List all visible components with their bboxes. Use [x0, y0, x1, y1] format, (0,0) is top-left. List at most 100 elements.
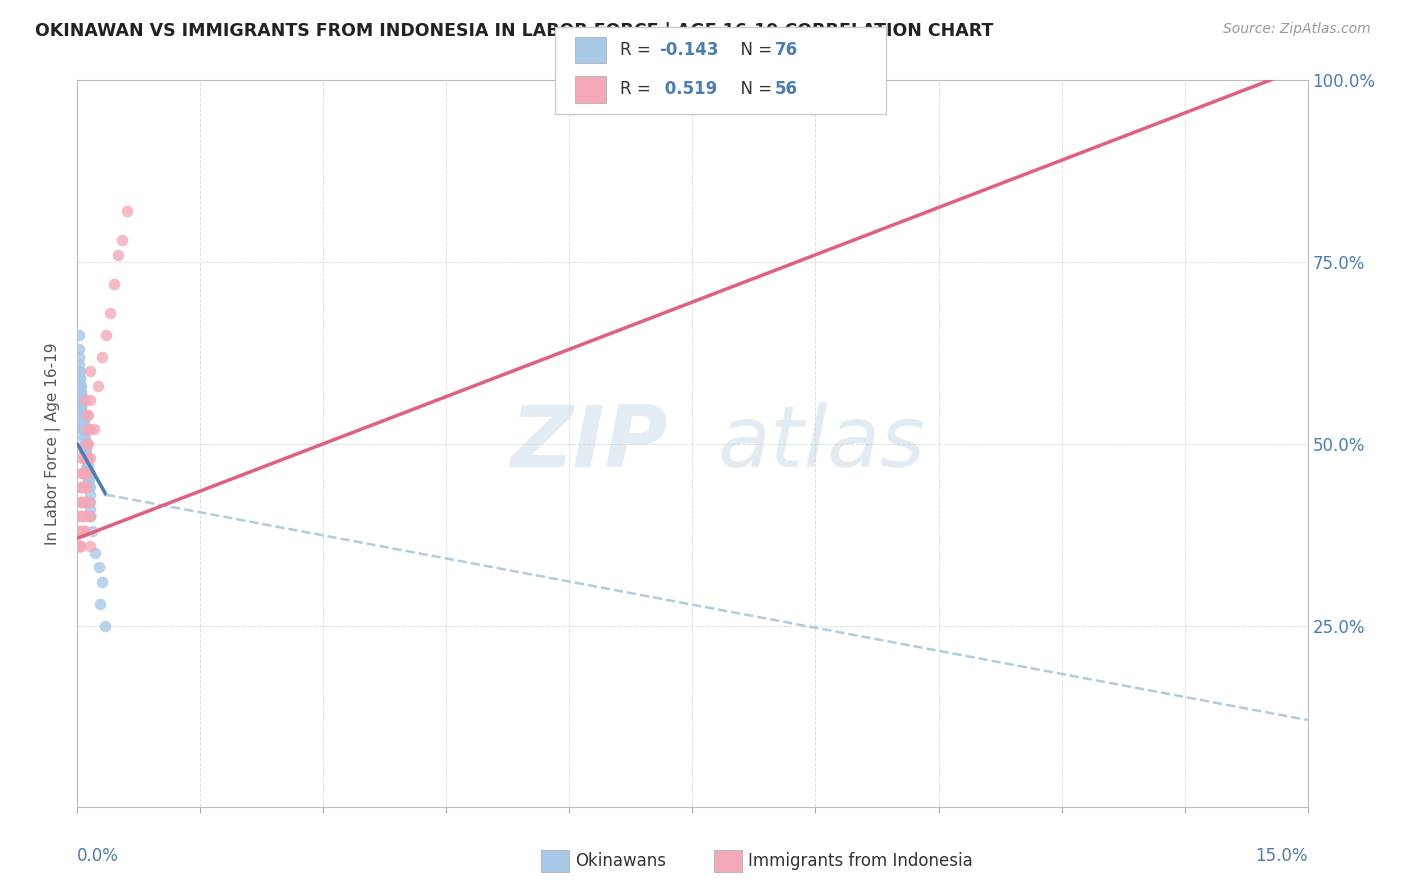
- Point: [94, 327, 117, 342]
- Point: [75, 451, 97, 466]
- Point: [94, 618, 117, 632]
- Text: OKINAWAN VS IMMIGRANTS FROM INDONESIA IN LABOR FORCE | AGE 16-19 CORRELATION CHA: OKINAWAN VS IMMIGRANTS FROM INDONESIA IN…: [35, 22, 994, 40]
- Point: [70, 495, 93, 509]
- Point: [70, 415, 93, 429]
- Point: [79, 509, 101, 524]
- Text: Okinawans: Okinawans: [575, 852, 666, 870]
- Point: [79, 488, 101, 502]
- Point: [70, 466, 93, 480]
- Point: [77, 408, 100, 422]
- Point: [67, 343, 90, 357]
- Point: [72, 429, 94, 443]
- Point: [77, 437, 100, 451]
- Point: [70, 401, 93, 415]
- Point: [79, 480, 101, 494]
- Point: [73, 451, 96, 466]
- Point: [73, 524, 96, 538]
- Point: [70, 385, 93, 400]
- Point: [76, 451, 98, 466]
- Point: [79, 422, 101, 436]
- Point: [87, 378, 110, 392]
- Point: [77, 466, 100, 480]
- Point: [75, 480, 97, 494]
- Point: [70, 393, 93, 408]
- Text: -0.143: -0.143: [659, 41, 718, 59]
- Point: [70, 422, 93, 436]
- Point: [77, 480, 100, 494]
- Point: [73, 524, 96, 538]
- Point: [79, 502, 101, 516]
- Point: [70, 466, 93, 480]
- Text: ZIP: ZIP: [510, 402, 668, 485]
- Point: [79, 495, 101, 509]
- Point: [73, 429, 96, 443]
- Point: [75, 451, 97, 466]
- Point: [76, 466, 98, 480]
- Point: [67, 350, 90, 364]
- Point: [79, 364, 101, 378]
- Point: [69, 524, 91, 538]
- Point: [73, 524, 96, 538]
- Point: [89, 597, 111, 611]
- Point: [70, 495, 93, 509]
- Point: [70, 415, 93, 429]
- Point: [73, 451, 96, 466]
- Text: Immigrants from Indonesia: Immigrants from Indonesia: [748, 852, 973, 870]
- Text: 76: 76: [775, 41, 797, 59]
- Point: [69, 495, 91, 509]
- Point: [98, 306, 121, 320]
- Point: [75, 437, 97, 451]
- Point: [67, 539, 90, 553]
- Point: [75, 437, 97, 451]
- Point: [69, 524, 91, 538]
- Point: [69, 539, 91, 553]
- Point: [75, 466, 97, 480]
- Point: [72, 466, 94, 480]
- Point: [79, 393, 101, 408]
- Point: [70, 408, 93, 422]
- Text: 56: 56: [775, 80, 797, 98]
- Point: [69, 378, 91, 392]
- Text: 0.519: 0.519: [659, 80, 717, 98]
- Point: [77, 480, 100, 494]
- Point: [73, 480, 96, 494]
- Point: [75, 437, 97, 451]
- Point: [79, 509, 101, 524]
- Point: [84, 546, 107, 560]
- Point: [67, 357, 90, 371]
- Point: [75, 437, 97, 451]
- Point: [73, 393, 96, 408]
- Point: [69, 371, 91, 385]
- Point: [69, 539, 91, 553]
- Point: [83, 422, 105, 436]
- Point: [77, 473, 100, 487]
- Point: [77, 495, 100, 509]
- Point: [69, 378, 91, 392]
- Point: [76, 458, 98, 473]
- Point: [69, 371, 91, 385]
- Point: [70, 401, 93, 415]
- Point: [76, 466, 98, 480]
- Point: [70, 451, 93, 466]
- Point: [103, 277, 125, 291]
- Point: [69, 378, 91, 392]
- Point: [67, 364, 90, 378]
- Point: [75, 451, 97, 466]
- Point: [70, 408, 93, 422]
- Point: [75, 466, 97, 480]
- Point: [82, 524, 104, 538]
- Point: [76, 422, 98, 436]
- Point: [69, 364, 91, 378]
- Point: [70, 408, 93, 422]
- Point: [69, 393, 91, 408]
- Point: [90, 350, 114, 364]
- Point: [70, 415, 93, 429]
- Point: [115, 204, 138, 219]
- Point: [70, 401, 93, 415]
- Point: [76, 458, 98, 473]
- Point: [90, 574, 114, 589]
- Point: [77, 458, 100, 473]
- Text: 0.0%: 0.0%: [77, 847, 120, 865]
- Point: [72, 422, 94, 436]
- Point: [75, 437, 97, 451]
